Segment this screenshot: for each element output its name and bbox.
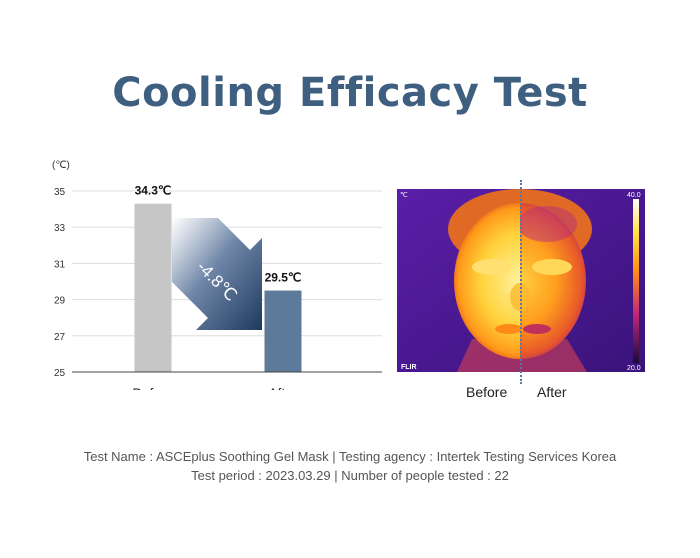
bar-before [134,203,172,372]
x-category-label-before: Before [132,385,173,390]
y-tick-label-31: 31 [54,259,66,270]
photo-label-after: After [537,384,567,400]
test-info-line-1: Test Name : ASCEplus Soothing Gel Mask |… [83,449,617,464]
page-title: Cooling Efficacy Test [112,70,588,116]
flir-logo: FLIR [401,364,417,371]
thermal-scale-min: 20.0 [627,365,641,372]
y-axis-ticks: 25 27 29 31 33 35 [54,187,66,379]
y-tick-label-35: 35 [54,187,66,198]
y-tick-label-25: 25 [54,368,66,379]
y-tick-label-27: 27 [54,332,66,343]
x-category-label-after: After [268,385,298,390]
y-axis-unit-label: (℃) [52,160,70,171]
bar-after [264,290,302,372]
y-tick-label-29: 29 [54,296,66,307]
before-after-divider [520,180,522,384]
thermal-scale-max: 40.0 [627,192,641,199]
test-info-line-2: Test period : 2023.03.29 | Number of peo… [191,468,509,483]
bar-value-label-after: 29.5℃ [265,271,302,285]
bars: 34.3℃ 29.5℃ [134,184,302,372]
y-tick-label-33: 33 [54,223,66,234]
photo-label-before: Before [466,384,508,400]
thermal-unit-label: ℃ [400,192,408,199]
decrease-arrow [172,218,262,330]
bar-value-label-before: 34.3℃ [135,184,172,198]
x-axis-categories: Before After [132,385,298,390]
